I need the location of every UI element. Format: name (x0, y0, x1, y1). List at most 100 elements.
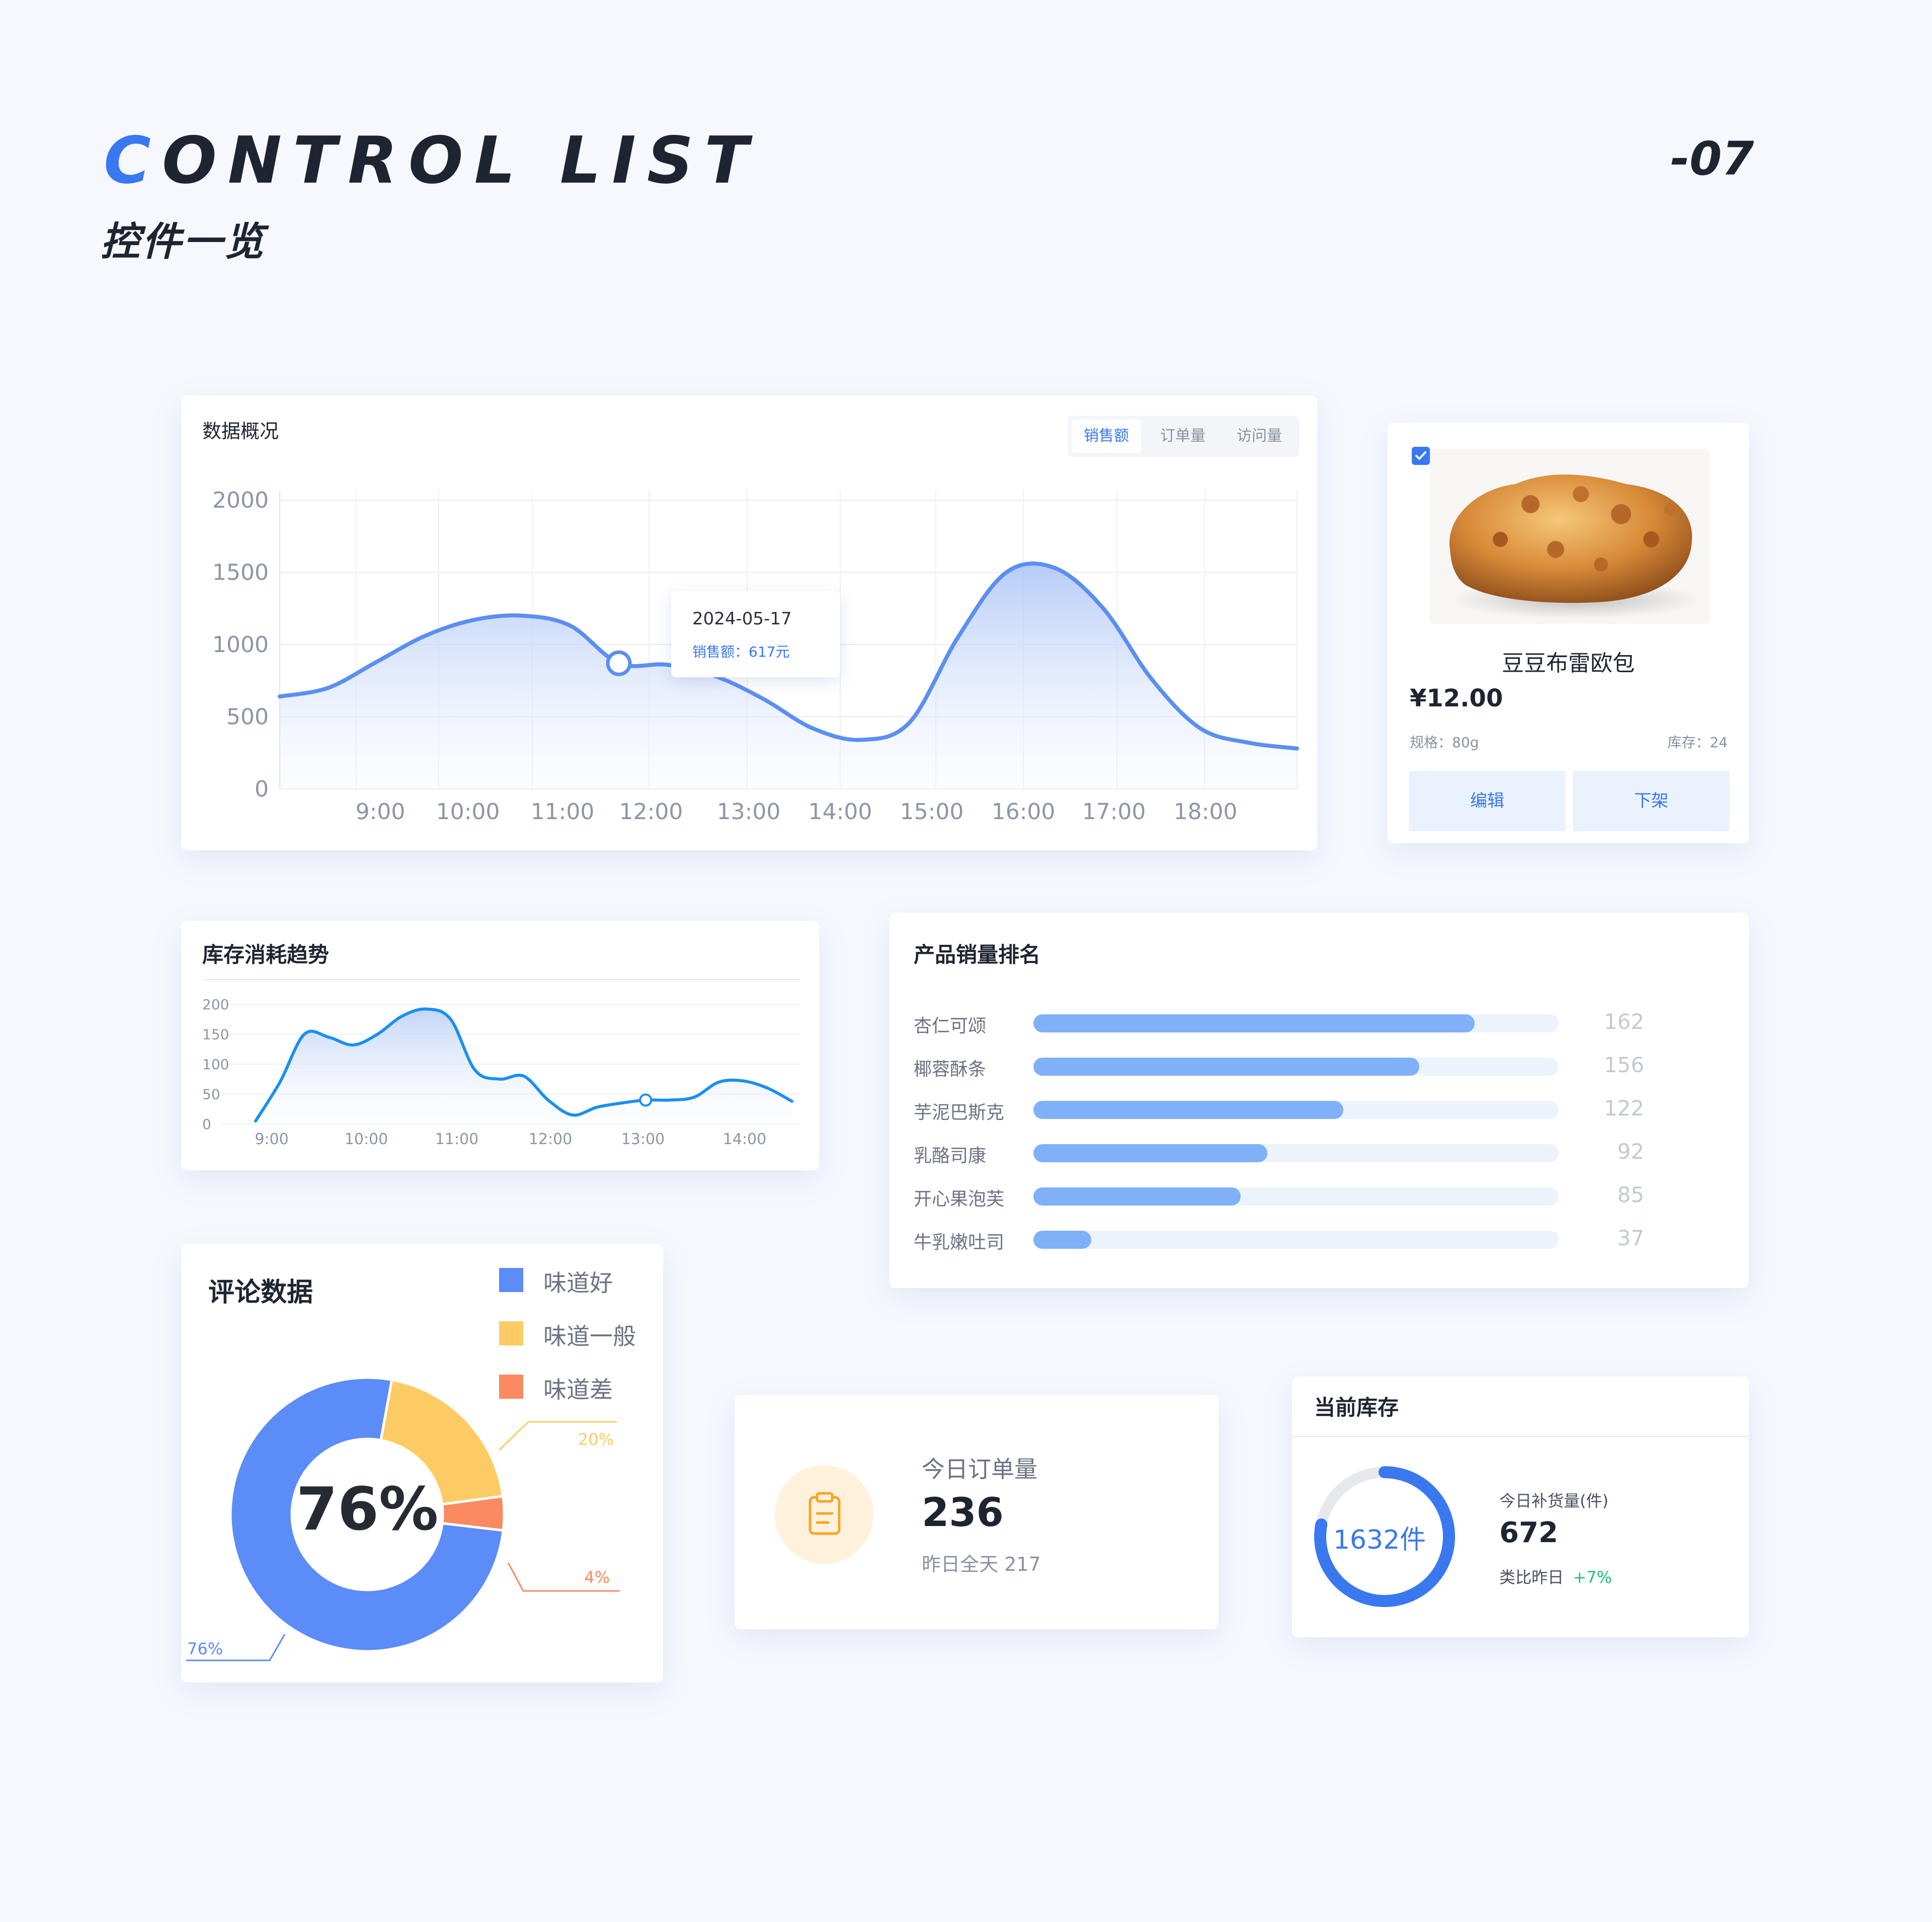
y-tick-label: 2000 (212, 488, 269, 513)
rank-value: 162 (1603, 1009, 1644, 1034)
rank-bar-fill (1033, 1144, 1267, 1162)
rank-bar-track (1033, 1231, 1559, 1249)
y-tick-label: 200 (202, 996, 229, 1013)
legend-swatch-ok (499, 1321, 523, 1345)
orders-card: 今日订单量 236 昨日全天 217 (735, 1395, 1219, 1629)
inventory-card: 当前库存 1632件 今日补货量(件) 672 类比昨日 +7% (1292, 1377, 1749, 1637)
tab-sales[interactable]: 销售额 (1072, 420, 1141, 453)
x-tick-label: 11:00 (531, 799, 595, 825)
rank-label: 椰蓉酥条 (914, 1059, 987, 1080)
y-tick-label: 50 (202, 1086, 220, 1103)
inventory-title: 当前库存 (1314, 1395, 1399, 1420)
rank-value: 122 (1603, 1096, 1644, 1120)
page-title-rest: ONTROL LIST (162, 123, 760, 198)
tab-visits[interactable]: 访问量 (1237, 427, 1282, 445)
compare-row: 类比昨日 +7% (1499, 1565, 1612, 1588)
compare-value: +7% (1573, 1568, 1612, 1587)
donut-slice (379, 1378, 505, 1506)
y-tick-label: 150 (202, 1026, 229, 1043)
product-image (1430, 449, 1710, 624)
tooltip-value: 销售额：617元 (692, 644, 790, 660)
rank-label: 芋泥巴斯克 (914, 1102, 1005, 1123)
rank-value: 92 (1617, 1139, 1644, 1164)
x-tick-label: 10:00 (345, 1131, 388, 1148)
page-number: -07 (1670, 132, 1754, 186)
compare-label: 类比昨日 (1499, 1568, 1564, 1587)
x-tick-label: 18:00 (1174, 799, 1238, 825)
overview-title: 数据概况 (202, 420, 279, 442)
donut-center-label: 76% (296, 1474, 439, 1544)
highlight-point (639, 1093, 653, 1107)
rank-label: 开心果泡芙 (914, 1189, 1005, 1210)
inventory-ring-chart (1314, 1466, 1455, 1607)
x-tick-label: 12:00 (529, 1131, 572, 1148)
leader-line (507, 1562, 620, 1592)
page-subtitle: 控件一览 (101, 219, 266, 265)
highlight-point (606, 650, 632, 676)
page-title-initial: C (104, 123, 162, 198)
restock-value: 672 (1499, 1516, 1558, 1549)
rank-value: 37 (1617, 1226, 1644, 1250)
x-tick-label: 17:00 (1082, 799, 1146, 825)
slice-label: 76% (187, 1639, 223, 1658)
rank-label: 杏仁可颂 (914, 1016, 987, 1036)
stock-trend-chart: 200 150 100 50 0 9:00 10:00 11:00 12:00 13:00 14:0… (202, 996, 800, 1148)
legend-label-good: 味道好 (543, 1269, 613, 1297)
rank-bar-fill (1033, 1101, 1343, 1119)
sales-area-chart: 2000 1500 1000 500 0 9:00 10:00 11:00 12:00 13:00… (212, 488, 1299, 825)
product-price: ¥12.00 (1410, 684, 1503, 712)
product-stock: 库存：24 (1667, 734, 1728, 751)
x-tick-label: 9:00 (255, 1131, 288, 1148)
orders-value: 236 (922, 1490, 1004, 1536)
stock-trend-card: 库存消耗趋势 200 150 100 50 0 9:00 10:00 11:00 12:00 13… (181, 921, 819, 1170)
series-line (254, 1007, 793, 1123)
rank-value: 156 (1603, 1053, 1644, 1077)
ranking-card: 产品销量排名 杏仁可颂 162 椰蓉酥条 156 芋泥巴斯克 122 乳酪司康 92 开心果泡芙… (890, 913, 1749, 1288)
tooltip-date: 2024-05-17 (692, 609, 792, 629)
clipboard-icon (809, 1492, 841, 1535)
check-icon (1415, 451, 1426, 460)
tab-orders[interactable]: 订单量 (1160, 427, 1205, 445)
rank-bar-fill (1033, 1187, 1241, 1206)
chart-tooltip: 2024-05-17 销售额：617元 (671, 591, 840, 677)
rank-value: 85 (1617, 1182, 1644, 1207)
legend-swatch-good (499, 1268, 523, 1292)
y-tick-label: 0 (255, 776, 269, 802)
overview-card: 数据概况 销售额 订单量 访问量 2000 1500 1000 500 0 9:00 10:… (181, 395, 1317, 850)
bread-image (1449, 474, 1702, 619)
reviews-card: 评论数据 味道好 味道一般 味道差 20% 4% 76% 76% (181, 1244, 663, 1683)
rank-bar-track (1033, 1187, 1559, 1206)
page-title: CONTROL LIST (104, 123, 759, 198)
x-tick-label: 13:00 (621, 1131, 665, 1148)
metric-tabs: 销售额 订单量 访问量 (1068, 416, 1299, 457)
ranking-title: 产品销量排名 (914, 942, 1041, 967)
x-tick-label: 11:00 (435, 1131, 478, 1148)
area-fill (256, 1009, 792, 1124)
x-tick-label: 14:00 (723, 1131, 766, 1148)
rank-label: 乳酪司康 (914, 1146, 987, 1166)
ring-progress (1314, 1466, 1455, 1607)
leader-line (186, 1634, 286, 1661)
rank-bar-fill (1033, 1014, 1475, 1032)
product-spec: 规格：80g (1410, 734, 1479, 751)
y-tick-label: 1000 (212, 632, 269, 658)
rank-bar-track (1033, 1144, 1559, 1162)
edit-button[interactable]: 编辑 (1409, 771, 1566, 831)
stock-trend-title: 库存消耗趋势 (202, 942, 330, 967)
offline-button[interactable]: 下架 (1573, 771, 1730, 831)
ring-value: 1632件 (1333, 1525, 1426, 1555)
slice-label: 4% (584, 1568, 610, 1587)
rank-label: 牛乳嫩吐司 (914, 1232, 1005, 1253)
y-tick-label: 0 (202, 1116, 211, 1133)
rank-bar-track (1033, 1014, 1559, 1032)
x-tick-label: 15:00 (900, 799, 964, 825)
x-tick-label: 10:00 (436, 799, 500, 825)
rank-bar-track (1033, 1058, 1559, 1076)
rank-bar-fill (1033, 1058, 1420, 1076)
select-checkbox[interactable] (1412, 447, 1430, 465)
y-tick-label: 1500 (212, 560, 269, 586)
legend-label-bad: 味道差 (543, 1376, 613, 1403)
inventory-divider (1292, 1436, 1749, 1437)
product-name: 豆豆布雷欧包 (1502, 651, 1635, 676)
x-tick-label: 13:00 (717, 799, 781, 825)
